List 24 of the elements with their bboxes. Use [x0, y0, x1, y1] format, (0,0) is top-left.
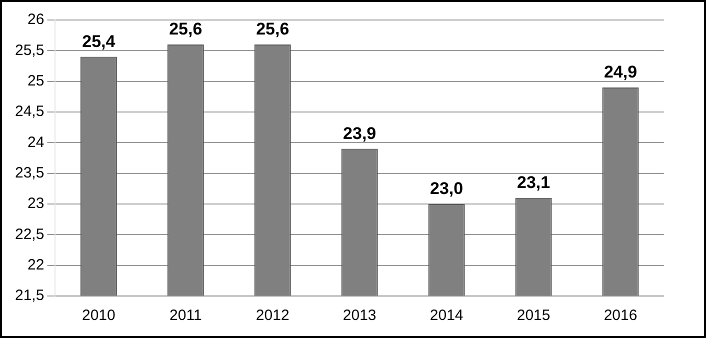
x-tick-label: 2014: [430, 307, 464, 324]
data-label: 25,4: [82, 32, 116, 51]
y-tick-label: 23: [28, 195, 44, 212]
data-label: 23,0: [430, 179, 464, 198]
x-tick-label: 2016: [604, 307, 638, 324]
data-label: 25,6: [169, 20, 202, 39]
x-tick-label: 2012: [256, 307, 290, 324]
y-tick-label: 25: [28, 72, 44, 90]
data-label: 25,6: [256, 20, 290, 39]
y-tick-label: 21,5: [14, 287, 44, 304]
y-tick-label: 22,5: [14, 226, 44, 243]
y-tick-label: 24,5: [14, 103, 44, 120]
data-label: 23,9: [343, 124, 376, 143]
y-tick-label: 26: [28, 11, 44, 28]
data-label: 24,9: [604, 62, 638, 82]
y-tick-label: 22: [28, 256, 44, 274]
y-tick-label: 25,5: [14, 42, 44, 59]
x-tick-label: 2015: [516, 307, 550, 324]
y-tick-label: 23,5: [14, 164, 44, 182]
x-tick-label: 2013: [342, 307, 376, 324]
x-tick-label: 2011: [170, 307, 202, 324]
x-tick-label: 2010: [82, 307, 116, 324]
data-label: 23,1: [516, 173, 550, 192]
y-tick-label: 24: [28, 134, 44, 151]
